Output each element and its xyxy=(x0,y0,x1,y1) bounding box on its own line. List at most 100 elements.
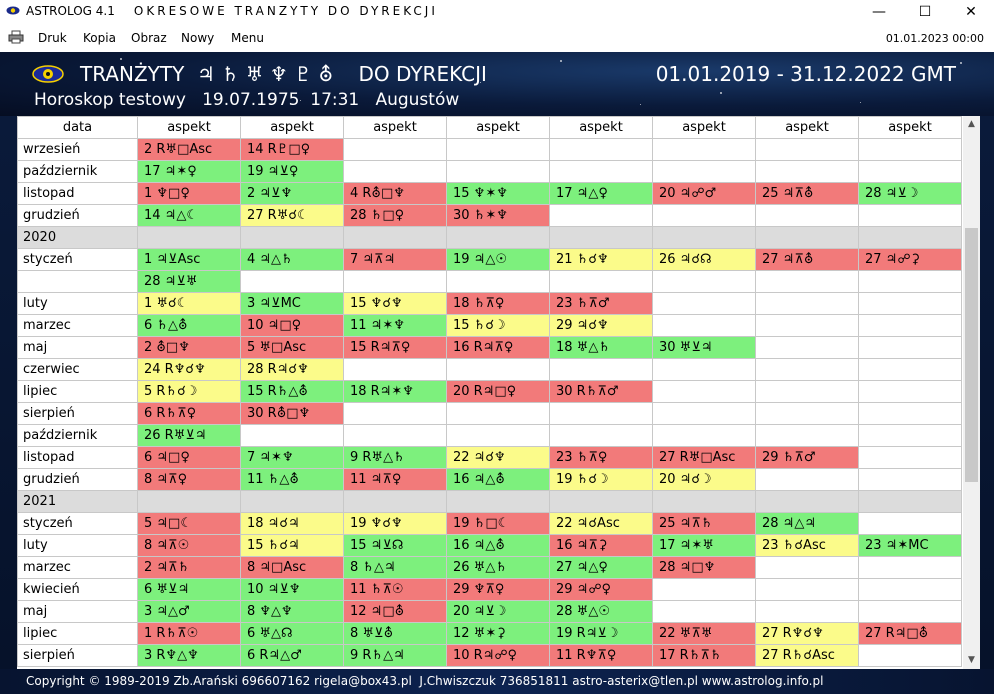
table-row: wrzesień 2 R♅□Asc 14 R♇□♀ xyxy=(17,138,962,161)
menu-kopia[interactable]: Kopia xyxy=(83,31,116,45)
aspect-cell xyxy=(240,424,344,447)
year-row: 2020 xyxy=(17,226,962,249)
maximize-button[interactable]: ☐ xyxy=(918,4,932,20)
aspect-cell: 1 ♃⊻Asc xyxy=(137,248,241,271)
menu-nowy[interactable]: Nowy xyxy=(181,31,215,45)
aspect-cell: 17 R♄⊼♄ xyxy=(652,644,756,667)
table-row: maj 3 ♃△♂ 8 ♆△♆ 12 ♃□⛢ 20 ♃⊻☽ 28 ♅△☉ xyxy=(17,600,962,623)
column-header-aspekt: aspekt xyxy=(343,116,447,139)
month-label: maj xyxy=(17,600,138,623)
aspect-cell xyxy=(549,358,653,381)
aspect-cell: 3 R♆△♆ xyxy=(137,644,241,667)
aspect-cell: 12 ♃□⛢ xyxy=(343,600,447,623)
aspect-cell xyxy=(858,468,962,491)
aspect-cell: 1 R♄⊼☉ xyxy=(137,622,241,645)
aspect-cell: 14 ♃△☾ xyxy=(137,204,241,227)
aspect-cell: 15 ♃⊻☊ xyxy=(343,534,447,557)
aspect-cell: 8 ♃⊼♀ xyxy=(137,468,241,491)
year-row: 2021 xyxy=(17,490,962,513)
report-header: TRANŻYTY ♃ ♄ ♅ ♆ ♇ ⛢ DO DYREKCJI 01.01.2… xyxy=(0,52,994,116)
aspect-cell: 7 ♃✶♆ xyxy=(240,446,344,469)
aspect-cell xyxy=(858,402,962,425)
aspect-cell: 29 ♄⊼♂ xyxy=(755,446,859,469)
aspect-cell: 10 R♃☍♀ xyxy=(446,644,550,667)
empty-cell xyxy=(446,226,550,249)
right-frame xyxy=(980,116,994,669)
month-label: wrzesień xyxy=(17,138,138,161)
month-label: listopad xyxy=(17,182,138,205)
header-date-range: 01.01.2019 - 31.12.2022 GMT xyxy=(655,62,956,86)
aspect-cell: 30 R♄⊼♂ xyxy=(549,380,653,403)
menu-menu[interactable]: Menu xyxy=(231,31,264,45)
empty-cell xyxy=(137,490,241,513)
eye-logo-icon xyxy=(6,6,20,15)
month-label: lipiec xyxy=(17,622,138,645)
aspect-cell: 28 ♄□♀ xyxy=(343,204,447,227)
aspect-cell: 5 ♃□☾ xyxy=(137,512,241,535)
aspect-cell: 15 R♄△⛢ xyxy=(240,380,344,403)
month-label: sierpień xyxy=(17,402,138,425)
aspect-cell xyxy=(858,446,962,469)
aspect-cell xyxy=(652,424,756,447)
aspect-cell: 20 ♃☍♂ xyxy=(652,182,756,205)
aspect-cell: 27 R♅☌☾ xyxy=(240,204,344,227)
month-label: kwiecień xyxy=(17,578,138,601)
menu-druk[interactable]: Druk xyxy=(38,31,67,45)
empty-cell xyxy=(858,226,962,249)
aspect-cell xyxy=(755,204,859,227)
aspect-cell: 19 ♄☌☽ xyxy=(549,468,653,491)
scroll-down-arrow-icon[interactable]: ▼ xyxy=(968,655,975,665)
aspect-cell xyxy=(858,160,962,183)
aspect-cell xyxy=(858,270,962,293)
empty-cell xyxy=(549,490,653,513)
aspect-cell xyxy=(549,204,653,227)
aspect-cell xyxy=(652,600,756,623)
minimize-button[interactable]: — xyxy=(872,4,886,20)
table-row: październik 26 R♅⊻♃ xyxy=(17,424,962,447)
aspect-cell: 28 ♅△☉ xyxy=(549,600,653,623)
menu-obraz[interactable]: Obraz xyxy=(131,31,167,45)
empty-cell xyxy=(652,490,756,513)
aspect-cell: 2 ♃⊼♄ xyxy=(137,556,241,579)
empty-cell xyxy=(343,490,447,513)
aspect-cell xyxy=(446,160,550,183)
printer-icon[interactable] xyxy=(8,30,24,44)
aspect-cell: 17 ♃△♀ xyxy=(549,182,653,205)
current-datetime: 01.01.2023 00:00 xyxy=(885,32,984,45)
aspect-cell: 22 ♃☌Asc xyxy=(549,512,653,535)
year-label: 2021 xyxy=(17,490,138,513)
aspect-cell: 11 R♆⊼♀ xyxy=(549,644,653,667)
empty-cell xyxy=(755,490,859,513)
aspect-cell xyxy=(755,358,859,381)
aspect-cell xyxy=(549,138,653,161)
aspect-cell: 6 ♄△⛢ xyxy=(137,314,241,337)
scroll-up-arrow-icon[interactable]: ▲ xyxy=(968,119,975,129)
aspect-cell: 15 R♃⊼♀ xyxy=(343,336,447,359)
aspect-cell xyxy=(549,402,653,425)
aspect-cell xyxy=(755,578,859,601)
aspect-cell: 8 ♆△♆ xyxy=(240,600,344,623)
month-label: czerwiec xyxy=(17,358,138,381)
aspect-cell: 20 ♃⊻☽ xyxy=(446,600,550,623)
header-subtitle: Horoskop testowy 19.07.1975 17:31 August… xyxy=(34,90,460,110)
aspect-cell xyxy=(343,424,447,447)
aspect-cell: 15 ♄☌☽ xyxy=(446,314,550,337)
aspect-cell: 12 ♅✶⚳ xyxy=(446,622,550,645)
aspect-cell xyxy=(755,270,859,293)
aspect-cell xyxy=(755,292,859,315)
aspect-cell: 14 R♇□♀ xyxy=(240,138,344,161)
aspect-cell: 11 ♃✶♆ xyxy=(343,314,447,337)
column-header-aspekt: aspekt xyxy=(137,116,241,139)
aspect-cell xyxy=(858,204,962,227)
close-button[interactable]: ✕ xyxy=(965,4,977,20)
aspect-cell xyxy=(858,380,962,403)
vertical-scrollbar[interactable]: ▲ ▼ xyxy=(963,116,980,669)
aspect-cell: 4 R⛢□♆ xyxy=(343,182,447,205)
scroll-thumb[interactable] xyxy=(965,228,978,482)
aspect-cell xyxy=(755,380,859,403)
table-row: 28 ♃⊻♅ xyxy=(17,270,962,293)
aspect-cell xyxy=(343,160,447,183)
aspect-cell: 3 ♃⊻MC xyxy=(240,292,344,315)
aspect-cell xyxy=(446,358,550,381)
aspect-cell: 23 ♃✶MC xyxy=(858,534,962,557)
